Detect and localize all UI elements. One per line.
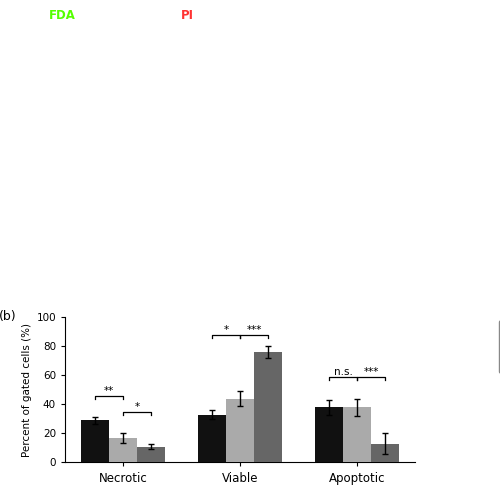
Legend: SMS, HMS, PMS: SMS, HMS, PMS xyxy=(499,320,500,373)
Text: Merged: Merged xyxy=(350,9,400,22)
Bar xyxy=(81,420,109,462)
Text: (b): (b) xyxy=(0,310,16,323)
Text: *: * xyxy=(134,401,140,411)
Text: PI: PI xyxy=(181,9,194,22)
Text: FDA: FDA xyxy=(49,9,76,22)
Bar xyxy=(371,444,399,462)
Text: SMS: SMS xyxy=(8,40,18,64)
Text: ***: *** xyxy=(246,325,262,335)
Bar xyxy=(343,407,371,462)
Text: ***: *** xyxy=(364,367,378,377)
Text: n.s.: n.s. xyxy=(334,367,352,377)
Text: **: ** xyxy=(104,386,114,396)
Text: 500 μm: 500 μm xyxy=(49,284,76,291)
Text: 500 μm: 500 μm xyxy=(174,183,201,189)
Text: 500 μm: 500 μm xyxy=(49,82,76,88)
Text: PMS: PMS xyxy=(8,244,18,267)
Text: 500 μm: 500 μm xyxy=(268,183,294,189)
Bar xyxy=(109,438,137,462)
Text: 500 μm: 500 μm xyxy=(174,82,201,88)
Bar xyxy=(137,447,165,462)
Text: (a): (a) xyxy=(5,4,22,18)
Text: *: * xyxy=(224,325,228,335)
Bar xyxy=(198,415,226,462)
Y-axis label: Percent of gated cells (%): Percent of gated cells (%) xyxy=(22,323,32,457)
Text: 500 μm: 500 μm xyxy=(268,82,294,88)
Bar xyxy=(254,352,282,462)
Text: 500 μm: 500 μm xyxy=(49,183,76,189)
Text: HMS: HMS xyxy=(8,141,18,166)
Bar xyxy=(226,399,254,462)
Text: 500 μm: 500 μm xyxy=(268,284,294,291)
Bar xyxy=(315,407,343,462)
Text: 500 μm: 500 μm xyxy=(174,284,201,291)
